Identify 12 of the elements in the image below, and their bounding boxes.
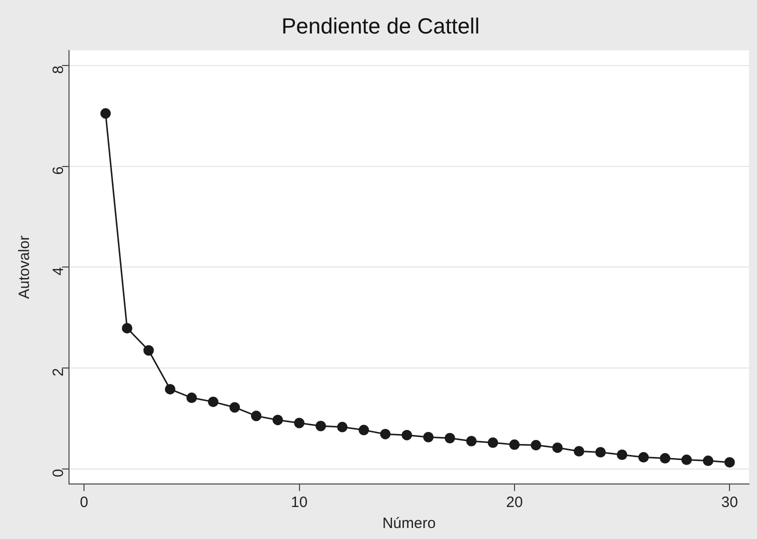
y-axis-title: Autovalor	[16, 236, 34, 299]
x-tick-label: 20	[506, 494, 523, 512]
chart-title: Pendiente de Cattell	[281, 13, 480, 38]
y-tick-label: 8	[50, 66, 68, 74]
y-tick-label: 0	[50, 468, 68, 478]
x-axis-title: Número	[382, 515, 436, 532]
y-tick-label: 6	[50, 166, 68, 175]
x-tick-label: 30	[721, 494, 738, 512]
x-tick-label: 0	[80, 494, 88, 512]
y-tick-label: 4	[50, 267, 68, 276]
y-tick-label: 2	[50, 368, 68, 376]
x-tick-label: 10	[290, 494, 308, 512]
